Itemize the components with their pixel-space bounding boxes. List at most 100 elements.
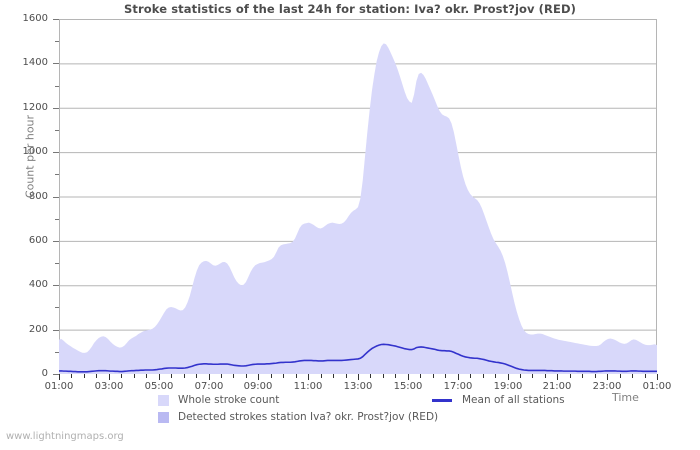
- x-tick-minor: [84, 374, 85, 378]
- y-tick-major: [53, 374, 59, 375]
- y-tick-minor: [55, 86, 59, 87]
- y-tick-minor: [55, 174, 59, 175]
- x-tick-major: [458, 374, 459, 380]
- y-tick-minor: [55, 352, 59, 353]
- x-tick-minor: [433, 374, 434, 378]
- legend-swatch: [158, 395, 169, 406]
- y-axis-label: Count per hour: [23, 114, 37, 199]
- x-tick-label: 01:00: [44, 381, 74, 392]
- x-tick-minor: [333, 374, 334, 378]
- y-tick-minor: [55, 263, 59, 264]
- x-tick-minor: [495, 374, 496, 378]
- y-tick-major: [53, 152, 59, 153]
- y-tick-major: [53, 330, 59, 331]
- x-tick-label: 09:00: [243, 381, 273, 392]
- x-tick-label: 11:00: [293, 381, 323, 392]
- x-tick-major: [358, 374, 359, 380]
- chart-legend: Whole stroke count Detected strokes stati…: [0, 392, 700, 426]
- x-tick-minor: [221, 374, 222, 378]
- y-tick-minor: [55, 219, 59, 220]
- x-tick-label: 17:00: [443, 381, 473, 392]
- x-tick-label: 19:00: [493, 381, 523, 392]
- x-tick-major: [209, 374, 210, 380]
- x-tick-minor: [233, 374, 234, 378]
- x-tick-minor: [283, 374, 284, 378]
- y-tick-minor: [55, 307, 59, 308]
- y-tick-label: 1600: [22, 13, 48, 24]
- legend-label: Mean of all stations: [462, 394, 565, 406]
- x-tick-minor: [420, 374, 421, 378]
- y-tick-label: 800: [28, 190, 48, 202]
- x-tick-minor: [96, 374, 97, 378]
- y-tick-label: 0: [41, 368, 48, 379]
- y-tick-major: [53, 63, 59, 64]
- x-tick-label: 07:00: [194, 381, 224, 392]
- x-tick-minor: [595, 374, 596, 378]
- x-tick-label: 03:00: [94, 381, 124, 392]
- y-tick-major: [53, 108, 59, 109]
- x-tick-major: [657, 374, 658, 380]
- footer-watermark: www.lightningmaps.org: [6, 431, 124, 442]
- x-tick-label: 05:00: [144, 381, 174, 392]
- x-tick-major: [508, 374, 509, 380]
- x-tick-minor: [196, 374, 197, 378]
- x-tick-minor: [570, 374, 571, 378]
- mean-of-all-stations-line: [59, 343, 657, 373]
- whole-stroke-count-area: [59, 43, 657, 374]
- y-tick-label: 400: [28, 279, 48, 291]
- x-tick-major: [308, 374, 309, 380]
- x-tick-minor: [470, 374, 471, 378]
- x-tick-minor: [71, 374, 72, 378]
- x-tick-minor: [321, 374, 322, 378]
- x-tick-minor: [483, 374, 484, 378]
- y-tick-label: 1200: [22, 101, 48, 113]
- x-tick-label: 13:00: [343, 381, 373, 392]
- chart-svg: [59, 43, 657, 374]
- x-tick-minor: [445, 374, 446, 378]
- x-tick-minor: [346, 374, 347, 378]
- x-tick-label: 21:00: [542, 381, 572, 392]
- x-tick-minor: [632, 374, 633, 378]
- y-tick-major: [53, 19, 59, 20]
- x-tick-major: [557, 374, 558, 380]
- x-tick-major: [159, 374, 160, 380]
- x-tick-minor: [532, 374, 533, 378]
- y-tick-label: 1000: [22, 146, 48, 158]
- y-tick-label: 600: [28, 234, 48, 246]
- x-tick-minor: [395, 374, 396, 378]
- y-tick-minor: [55, 130, 59, 131]
- x-tick-label: 01:00: [642, 381, 672, 392]
- y-tick-major: [53, 197, 59, 198]
- x-tick-major: [59, 374, 60, 380]
- legend-swatch: [158, 412, 169, 423]
- y-tick-label: 200: [28, 323, 48, 335]
- legend-line-marker: [432, 399, 452, 402]
- legend-label: Whole stroke count: [178, 394, 280, 406]
- y-tick-label: 1400: [22, 57, 48, 69]
- x-tick-major: [607, 374, 608, 380]
- x-tick-minor: [520, 374, 521, 378]
- x-tick-minor: [370, 374, 371, 378]
- plot-area: [59, 19, 657, 374]
- chart-title: Stroke statistics of the last 24h for st…: [124, 2, 576, 16]
- x-tick-label: 15:00: [393, 381, 423, 392]
- x-tick-minor: [545, 374, 546, 378]
- x-tick-minor: [383, 374, 384, 378]
- x-tick-minor: [171, 374, 172, 378]
- x-tick-major: [109, 374, 110, 380]
- x-tick-minor: [184, 374, 185, 378]
- y-tick-major: [53, 241, 59, 242]
- y-tick-minor: [55, 41, 59, 42]
- x-tick-minor: [645, 374, 646, 378]
- x-axis-label: Time: [612, 391, 639, 404]
- x-tick-minor: [134, 374, 135, 378]
- legend-label: Detected strokes station Iva? okr. Prost…: [178, 411, 439, 423]
- x-tick-minor: [146, 374, 147, 378]
- x-tick-major: [408, 374, 409, 380]
- x-tick-minor: [620, 374, 621, 378]
- y-tick-major: [53, 285, 59, 286]
- x-tick-label: 23:00: [592, 381, 622, 392]
- x-tick-minor: [582, 374, 583, 378]
- x-tick-minor: [296, 374, 297, 378]
- x-tick-minor: [246, 374, 247, 378]
